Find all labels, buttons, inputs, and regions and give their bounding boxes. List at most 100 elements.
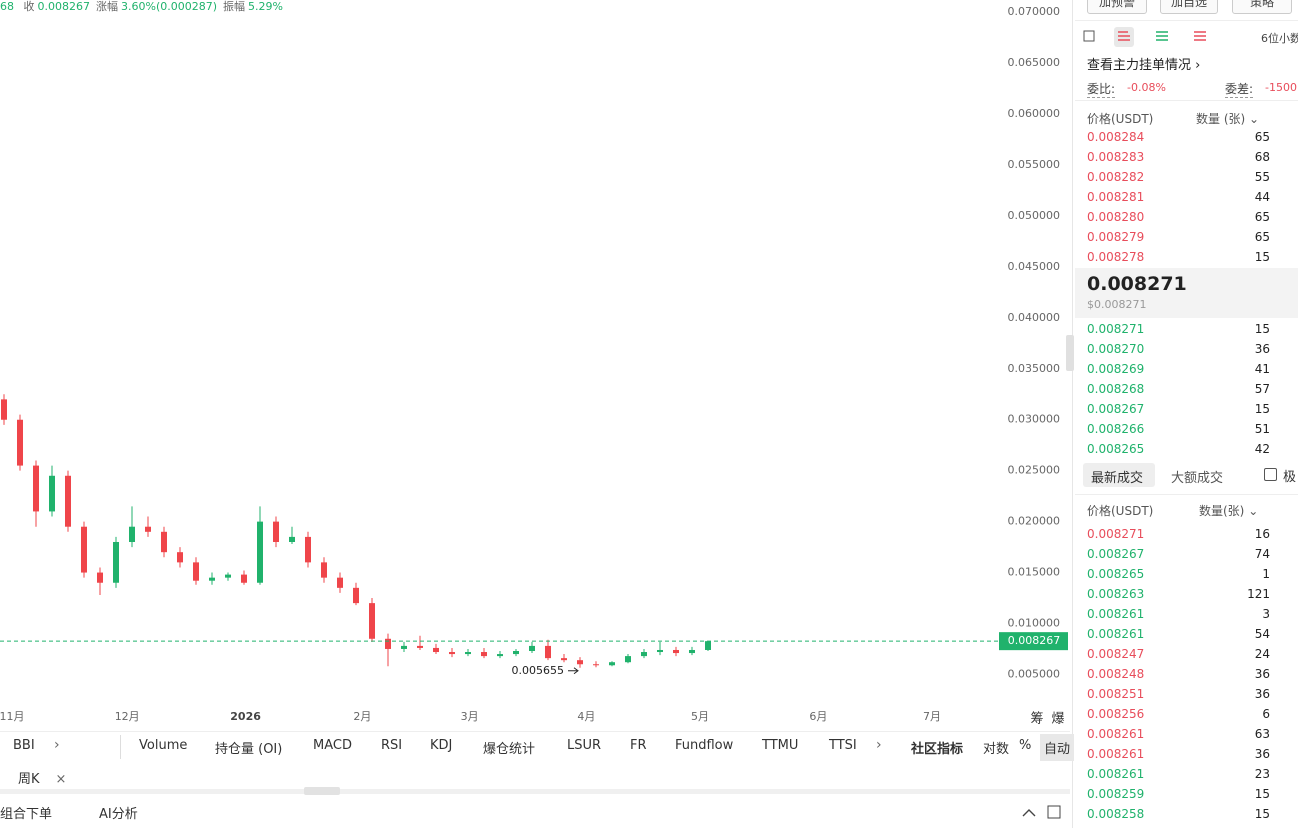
- info-value: 3.60%(0.000287): [121, 0, 218, 13]
- decimals-select[interactable]: 6位小数: [1261, 32, 1298, 45]
- y-tick-label: 0.070000: [1008, 5, 1061, 18]
- col-header[interactable]: 数量(张) ⌄: [1199, 504, 1259, 518]
- quantity: 57: [1254, 382, 1270, 396]
- book-row: 0.008279 65: [1087, 227, 1270, 247]
- info-label: 收: [23, 0, 35, 13]
- book-row: 0.008271 16: [1087, 524, 1270, 544]
- col-header[interactable]: 数量 (张) ⌄: [1196, 112, 1260, 126]
- quantity: 36: [1254, 667, 1270, 681]
- chart-tool[interactable]: 社区指标: [911, 742, 964, 757]
- checkbox[interactable]: [1264, 468, 1277, 481]
- indicator-tab[interactable]: KDJ: [430, 738, 453, 753]
- separator: [0, 731, 1070, 732]
- book-row: 0.008261 36: [1087, 744, 1270, 764]
- candle-body: [225, 574, 231, 578]
- chart-tool[interactable]: 自动: [1040, 734, 1075, 761]
- candle-body: [513, 651, 519, 655]
- popout-icon[interactable]: [1047, 805, 1061, 819]
- icon[interactable]: [1083, 30, 1095, 42]
- indicator-tab[interactable]: BBI: [13, 738, 35, 753]
- resize-bar: [0, 789, 1070, 794]
- trade-tab[interactable]: 大额成交: [1171, 471, 1224, 486]
- candle-body: [561, 658, 567, 661]
- y-tick-label: 0.045000: [1008, 260, 1061, 273]
- separator: [1075, 20, 1298, 21]
- price: 0.008271: [1087, 322, 1145, 336]
- icon[interactable]: [1156, 31, 1168, 41]
- candle-body: [545, 645, 551, 659]
- indicator-tab[interactable]: TTMU: [762, 738, 799, 753]
- price: 0.008265: [1087, 567, 1145, 581]
- last-price-box: [1075, 268, 1298, 318]
- quantity: 68: [1254, 150, 1270, 164]
- icon-active[interactable]: [1114, 27, 1134, 47]
- book-row: 0.008263 121: [1087, 584, 1270, 604]
- indicator-tab[interactable]: Fundflow: [675, 738, 734, 753]
- y-tick-label: 0.020000: [1008, 515, 1061, 528]
- book-row: 0.008267 15: [1087, 399, 1270, 419]
- price: 0.008280: [1087, 210, 1145, 224]
- indicator-tab[interactable]: MACD: [313, 738, 352, 753]
- book-row: 0.008284 65: [1087, 127, 1270, 147]
- indicator-tab[interactable]: 持仓量 (OI): [215, 742, 283, 757]
- x-tick-label: 5月: [691, 710, 709, 723]
- button[interactable]: 加预警: [1087, 0, 1147, 14]
- book-row: 0.008268 57: [1087, 379, 1270, 399]
- current-price-label: 0.008267: [1008, 634, 1061, 647]
- button[interactable]: 加自选: [1160, 0, 1218, 14]
- candle-body: [321, 562, 327, 578]
- candle-body: [369, 603, 375, 639]
- book-row: 0.008261 63: [1087, 724, 1270, 744]
- chevron[interactable]: ›: [54, 737, 60, 753]
- button[interactable]: 策略: [1232, 0, 1292, 14]
- quantity: 36: [1254, 747, 1270, 761]
- bottom-tab[interactable]: 组合下单: [0, 807, 53, 822]
- price: 0.008284: [1087, 130, 1145, 144]
- book-row: 0.008247 24: [1087, 644, 1270, 664]
- info-label: 涨幅: [96, 0, 118, 13]
- chart-tool[interactable]: %: [1019, 738, 1032, 753]
- indicator-tab[interactable]: TTSI: [829, 738, 857, 753]
- col-header-text: 数量 (张): [1196, 112, 1246, 126]
- candle-body: [241, 574, 247, 583]
- book-row: 0.008271 15: [1087, 319, 1270, 339]
- info-label: 振幅: [223, 0, 246, 13]
- indicator-tab[interactable]: LSUR: [567, 738, 602, 753]
- col-header-text: 数量(张): [1199, 504, 1245, 518]
- panel-toggle[interactable]: [1066, 335, 1074, 371]
- quantity: 51: [1254, 422, 1270, 436]
- candle-body: [161, 531, 167, 553]
- indicator-tab[interactable]: Volume: [139, 738, 188, 753]
- resize-handle[interactable]: [304, 787, 340, 795]
- trade-tab[interactable]: 最新成交: [1091, 471, 1144, 486]
- col-header: 价格(USDT): [1087, 504, 1154, 518]
- bottom-tab[interactable]: AI分析: [99, 807, 138, 822]
- quantity: 55: [1254, 170, 1270, 184]
- icon[interactable]: [1194, 31, 1206, 41]
- indicator-tab[interactable]: 爆仓统计: [483, 742, 536, 757]
- price: 0.008258: [1087, 807, 1145, 821]
- icon: [1118, 31, 1130, 41]
- separator: [1075, 494, 1298, 495]
- depth-link[interactable]: 查看主力挂单情况 ›: [1087, 58, 1201, 73]
- separator: [1075, 100, 1298, 101]
- period-tab[interactable]: 周K ×: [18, 772, 67, 787]
- ratio-value: -0.08%: [1127, 81, 1166, 94]
- candle-body: [353, 587, 359, 604]
- collapse-icon[interactable]: [1022, 809, 1036, 817]
- book-row: 0.008269 41: [1087, 359, 1270, 379]
- book-row: 0.008281 44: [1087, 187, 1270, 207]
- book-row: 0.008283 68: [1087, 147, 1270, 167]
- chevron[interactable]: ›: [876, 737, 882, 753]
- book-row: 0.008280 65: [1087, 207, 1270, 227]
- x-tick-label: 2月: [353, 710, 371, 723]
- indicator-tab[interactable]: FR: [630, 738, 647, 753]
- chart-tool[interactable]: 对数: [983, 742, 1010, 757]
- y-tick-label: 0.035000: [1008, 362, 1061, 375]
- candle-body: [449, 652, 455, 655]
- price: 0.008282: [1087, 170, 1145, 184]
- price: 0.008247: [1087, 647, 1145, 661]
- indicator-tab[interactable]: RSI: [381, 738, 403, 753]
- x-tick-label: 2026: [230, 710, 261, 723]
- checkbox-label: 极: [1283, 470, 1297, 485]
